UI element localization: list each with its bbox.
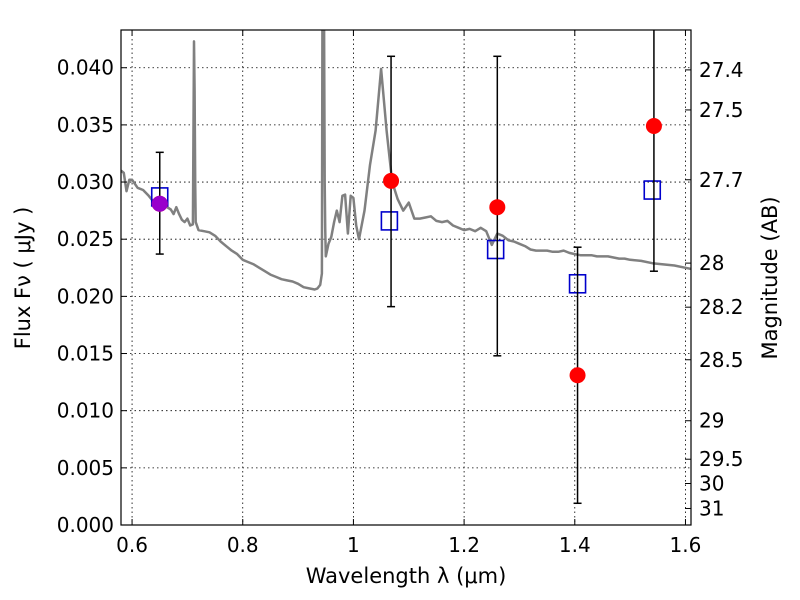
x-axis-label: Wavelength λ (μm)	[306, 564, 507, 588]
observed-flux-point	[645, 118, 662, 135]
x-tick-label: 0.8	[227, 533, 259, 557]
observed-flux-point	[383, 172, 400, 189]
model-flux-square	[486, 239, 505, 260]
x-tick-label: 0.6	[116, 533, 148, 557]
model-flux-square	[380, 211, 399, 231]
mag-tick-label: 30	[699, 471, 724, 495]
y-tick-label: 0.000	[57, 513, 114, 537]
y2-axis-label: Magnitude (AB)	[758, 196, 782, 359]
mag-tick-label: 31	[699, 496, 724, 520]
tick-labels: 0.6 0.8 1 1.2 1.4 1.6 0.000 0.005 0.010 0.015 0.02…	[57, 56, 744, 557]
y-axis-label: Flux Fν ( μJy )	[11, 207, 35, 350]
y-tick-label: 0.035	[57, 113, 114, 137]
mag-tick-label: 27.5	[699, 98, 744, 122]
mag-tick-label: 27.4	[699, 58, 744, 82]
axes	[120, 29, 692, 526]
grid-lines	[121, 30, 691, 526]
y-tick-label: 0.030	[57, 170, 114, 194]
x-tick-label: 1	[347, 533, 360, 557]
mag-tick-label: 28.2	[699, 295, 744, 319]
x-tick-label: 1.4	[559, 533, 591, 557]
plot-area	[121, 30, 691, 505]
y-tick-label: 0.020	[57, 284, 114, 308]
x-tick-label: 1.6	[670, 533, 702, 557]
y-tick-label: 0.010	[57, 399, 114, 423]
mag-tick-label: 28	[699, 251, 724, 275]
template-spectrum-line	[121, 30, 691, 291]
x-tick-label: 1.2	[448, 533, 480, 557]
mag-tick-label: 28.5	[699, 348, 744, 372]
y-tick-label: 0.025	[57, 227, 114, 251]
highlight-flux-point	[151, 195, 168, 212]
plot-frame	[120, 29, 692, 526]
plot-clipped	[121, 30, 691, 505]
y-tick-label: 0.040	[57, 56, 114, 80]
observed-flux-point	[489, 199, 506, 216]
mag-tick-label: 29.5	[699, 447, 744, 471]
y-tick-label: 0.015	[57, 342, 114, 366]
mag-tick-label: 29	[699, 409, 724, 433]
y-tick-label: 0.005	[57, 456, 114, 480]
observed-flux-point	[569, 367, 586, 384]
mag-tick-label: 27.7	[699, 168, 744, 192]
model-flux-square	[643, 180, 662, 200]
